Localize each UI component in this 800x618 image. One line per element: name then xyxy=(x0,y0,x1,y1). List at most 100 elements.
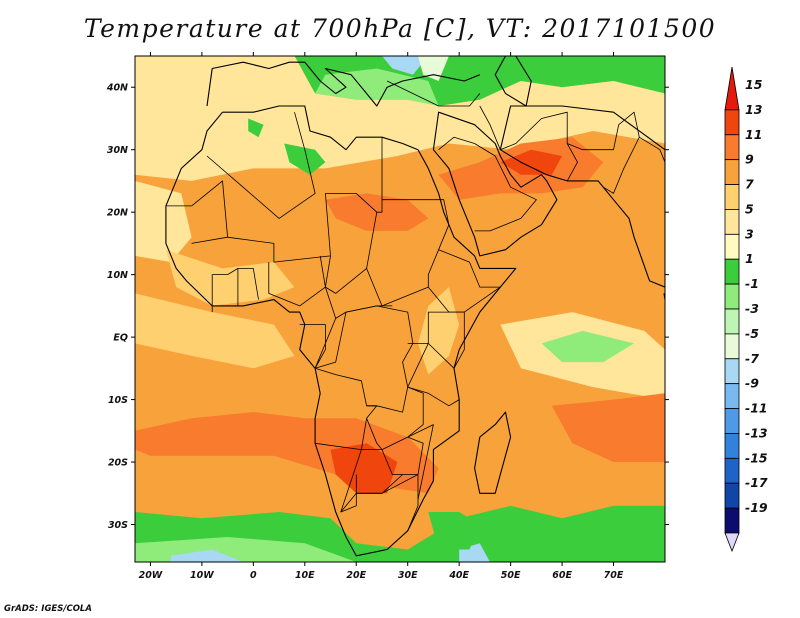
lat-tick-label: EQ xyxy=(113,333,128,344)
colorbar-label: 13 xyxy=(745,102,762,117)
colorbar-label: -17 xyxy=(745,475,768,490)
lat-tick-label: 20N xyxy=(107,208,128,219)
colorbar-label: -13 xyxy=(745,425,768,440)
lat-tick-label: 10N xyxy=(107,270,128,281)
colorbar-swatch xyxy=(724,457,740,484)
border-saudi xyxy=(438,136,537,232)
border-india xyxy=(639,136,665,163)
colorbar-label: -19 xyxy=(745,500,768,515)
africa-coast xyxy=(165,105,517,557)
border-mali-niger xyxy=(227,193,331,263)
lat-tick-label: 30N xyxy=(107,145,128,156)
colorbar-top-arrow xyxy=(724,66,740,111)
colorbar-label: -11 xyxy=(745,401,768,416)
border-gabon-cameroon xyxy=(299,318,337,369)
map-axes: 20W 10W 0 10E 20E 30E 40E 50E 60E 70E 40N 30N 20N 10N… xyxy=(106,52,669,581)
lat-tick-label: 20S xyxy=(108,458,128,469)
lon-tick-label: 0 xyxy=(250,570,257,581)
region-east-highlands xyxy=(418,287,460,375)
caspian-coast xyxy=(494,56,532,107)
lon-tick-label: 30E xyxy=(398,570,418,581)
colorbar-swatch xyxy=(724,184,740,210)
arabia-coast xyxy=(432,111,558,257)
temperature-field xyxy=(135,56,665,562)
region-southafrica-green xyxy=(428,512,480,550)
region-gulf-hot xyxy=(500,149,563,175)
colorbar-label: -3 xyxy=(745,301,759,316)
colorbar-label: -1 xyxy=(745,276,759,291)
colorbar-swatch xyxy=(724,433,740,459)
colorbar-swatch xyxy=(724,159,740,185)
border-iran-iraq xyxy=(479,105,578,182)
region-madagascar-warm xyxy=(551,393,665,462)
lon-tick-label: 70E xyxy=(604,570,624,581)
colorbar-swatch xyxy=(724,233,740,260)
lon-tick-label: 50E xyxy=(501,570,521,581)
coastlines xyxy=(165,56,665,557)
lon-tick-label: 40E xyxy=(448,570,469,581)
lon-tick-label: 10E xyxy=(295,570,315,581)
lon-tick-label: 20E xyxy=(346,570,366,581)
colorbar-swatch xyxy=(724,507,740,534)
country-borders xyxy=(165,80,665,531)
region-eq-atlantic xyxy=(135,293,295,369)
colorbar-label: 5 xyxy=(745,201,754,216)
colorbar-label: -9 xyxy=(745,376,759,391)
colorbar-label: 7 xyxy=(745,177,754,192)
border-namibia-botswana xyxy=(340,449,404,513)
border-coteivoire xyxy=(211,268,239,313)
colorbar-swatch xyxy=(724,358,740,385)
colorbar-swatch xyxy=(724,383,740,409)
border-mauritania xyxy=(165,180,229,244)
colorbar-swatch xyxy=(724,408,740,434)
iran-india-coast xyxy=(499,105,665,288)
colorbar-label: -5 xyxy=(745,326,759,341)
region-south-cold xyxy=(171,549,244,562)
colorbar-label: -7 xyxy=(745,351,759,366)
region-west-pale xyxy=(135,180,192,263)
colorbar-swatch xyxy=(724,308,740,335)
map-frame xyxy=(134,55,666,563)
lat-tick-label: 10S xyxy=(108,395,128,406)
border-chad xyxy=(324,255,367,294)
region-atlas-green xyxy=(248,118,264,138)
border-turkey xyxy=(386,80,481,107)
map-title: Temperature at 700hPa [C], VT: 201710150… xyxy=(83,14,717,43)
region-north-light xyxy=(418,56,449,81)
colorbar-swatch xyxy=(724,209,740,235)
lon-tick-label: 20W xyxy=(139,570,163,581)
colorbar-swatch xyxy=(724,482,740,509)
region-north-pale xyxy=(135,56,665,181)
colorbar-label: 3 xyxy=(745,226,754,241)
colorbar-swatch xyxy=(724,333,740,360)
colorbar-swatch xyxy=(724,283,740,310)
colorbar-label: 11 xyxy=(745,127,762,142)
region-north-cold xyxy=(382,56,429,75)
border-algeria xyxy=(206,112,316,219)
region-indian-green xyxy=(541,330,635,363)
border-congo-drc xyxy=(314,305,414,413)
lon-tick-label: 60E xyxy=(552,570,572,581)
colorbar-swatch xyxy=(724,258,740,285)
grads-credit: GrADS: IGES/COLA xyxy=(4,604,92,614)
border-southafrica xyxy=(340,474,419,531)
colorbar-bottom-arrow xyxy=(724,532,740,553)
border-sudan xyxy=(366,199,450,307)
lat-tick-label: 40N xyxy=(106,83,128,94)
colorbar-swatch xyxy=(724,109,740,136)
colorbar-swatch xyxy=(724,134,740,161)
colorbar: 15 13 11 9 7 5 3 1 -1 -3 -5 -7 -9 -11 -13 -15 -17 -19 xyxy=(724,66,768,553)
colorbar-label: 9 xyxy=(745,152,754,167)
border-ghana xyxy=(237,267,259,306)
border-zimbabwe-moz xyxy=(402,424,434,500)
lat-tick-label: 30S xyxy=(108,520,128,531)
region-southern-hot xyxy=(330,443,398,494)
region-med-light xyxy=(315,68,439,106)
colorbar-label: 15 xyxy=(745,77,763,92)
region-sahara-green xyxy=(284,143,326,175)
colorbar-label: -15 xyxy=(745,450,768,465)
colorbar-label: 1 xyxy=(745,251,754,266)
border-nigeria xyxy=(268,255,326,307)
border-afghan-pak xyxy=(567,111,640,194)
